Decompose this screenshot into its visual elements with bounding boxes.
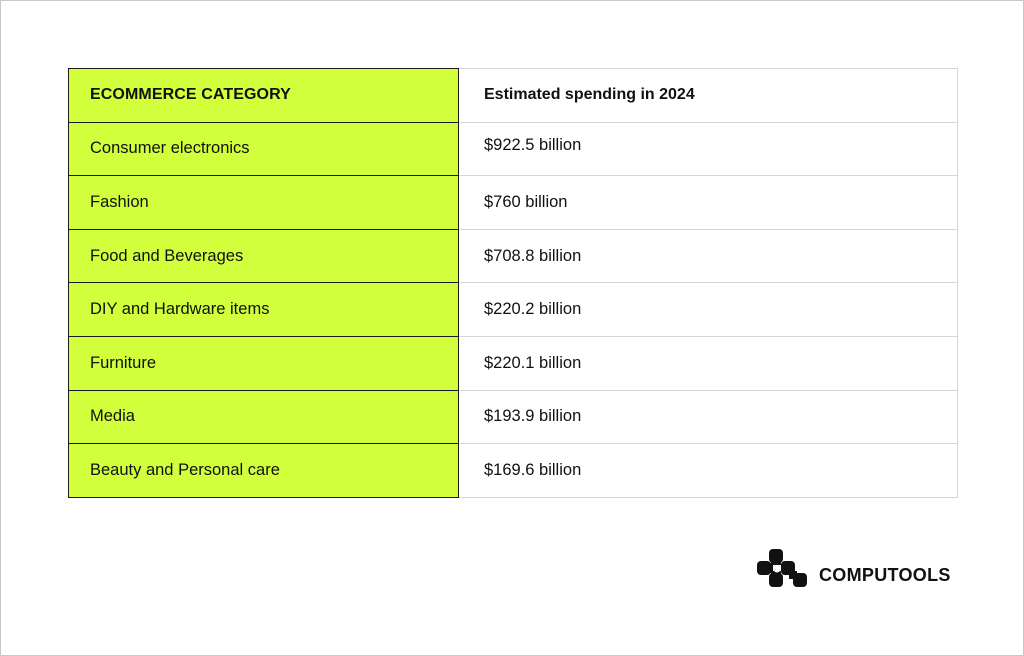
category-cell: Consumer electronics <box>68 121 459 177</box>
spending-cell: $193.9 billion <box>458 389 958 445</box>
spending-cell: $708.8 billion <box>458 228 958 284</box>
brand-name: COMPUTOOLS <box>819 564 951 585</box>
category-cell: Fashion <box>68 175 459 230</box>
table-row: Furniture $220.1 billion <box>68 335 958 391</box>
computools-logo-icon <box>757 549 807 587</box>
spending-cell: $922.5 billion <box>458 121 958 177</box>
table-row: Consumer electronics $922.5 billion <box>68 121 958 177</box>
table-row: Beauty and Personal care $169.6 billion <box>68 443 958 498</box>
table-row: DIY and Hardware items $220.2 billion <box>68 282 958 337</box>
spending-cell: $220.2 billion <box>458 282 958 337</box>
category-cell: Furniture <box>68 335 459 391</box>
table-row: Media $193.9 billion <box>68 389 958 445</box>
spending-cell: $169.6 billion <box>458 443 958 498</box>
ecommerce-spending-table: ECOMMERCE CATEGORY Estimated spending in… <box>68 68 958 498</box>
table-header-row: ECOMMERCE CATEGORY Estimated spending in… <box>68 68 958 123</box>
category-cell: Beauty and Personal care <box>68 443 459 498</box>
table-row: Fashion $760 billion <box>68 175 958 230</box>
category-cell: Food and Beverages <box>68 228 459 284</box>
table-row: Food and Beverages $708.8 billion <box>68 228 958 284</box>
category-cell: Media <box>68 389 459 445</box>
spending-cell: $220.1 billion <box>458 335 958 391</box>
header-category: ECOMMERCE CATEGORY <box>68 68 459 123</box>
category-cell: DIY and Hardware items <box>68 282 459 337</box>
header-spending: Estimated spending in 2024 <box>458 68 958 123</box>
spending-cell: $760 billion <box>458 175 958 230</box>
brand-logo: COMPUTOOLS <box>757 549 951 591</box>
